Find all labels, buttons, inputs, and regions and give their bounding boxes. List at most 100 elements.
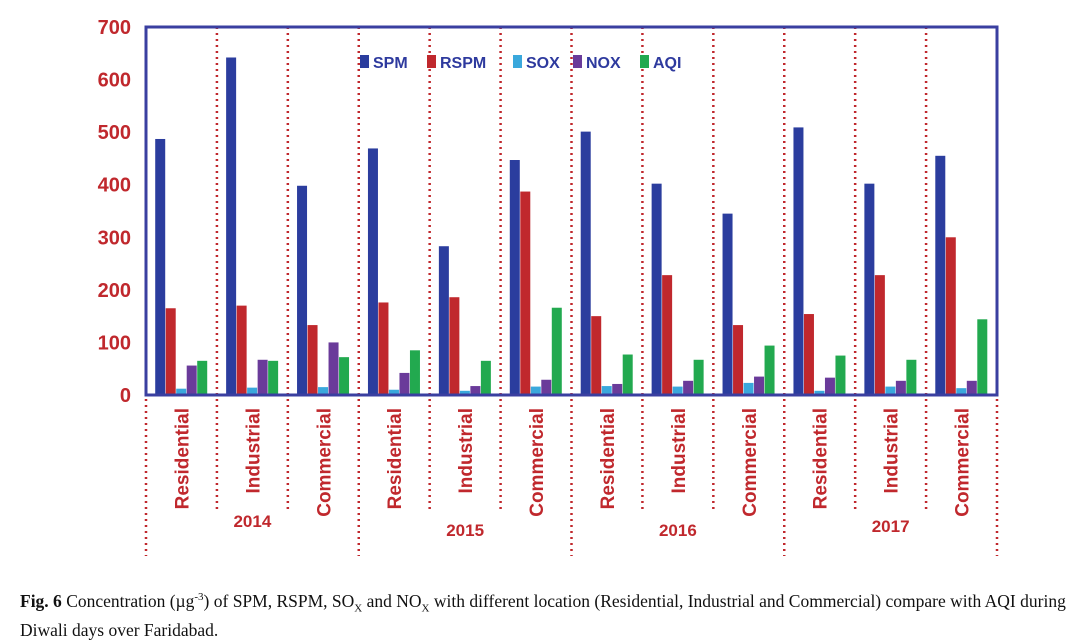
bar-rspm xyxy=(662,275,673,395)
legend-label-rspm: RSPM xyxy=(440,55,486,72)
year-label: 2014 xyxy=(233,512,271,531)
bar-nox xyxy=(541,379,552,395)
bar-sox xyxy=(672,386,683,395)
legend-swatch-spm xyxy=(360,55,369,68)
bar-nox xyxy=(824,377,835,395)
bar-nox xyxy=(683,380,694,395)
bar-aqi xyxy=(339,357,350,395)
bar-rspm xyxy=(307,325,318,395)
bar-rspm xyxy=(449,297,460,395)
bar-aqi xyxy=(906,359,917,395)
year-label: 2016 xyxy=(659,521,697,540)
bar-spm xyxy=(580,131,591,396)
x-tick-label: Commercial xyxy=(314,408,335,517)
legend-swatch-sox xyxy=(513,55,522,68)
legend: SPM RSPM SOX NOX AQI xyxy=(360,55,681,72)
bar-sox xyxy=(956,388,967,395)
x-tick-label: Industrial xyxy=(456,408,477,494)
bar-spm xyxy=(935,155,946,395)
legend-swatch-nox xyxy=(573,55,582,68)
bar-sox xyxy=(743,382,754,395)
bar-rspm xyxy=(378,302,389,395)
legend-label-spm: SPM xyxy=(373,55,408,72)
bar-spm xyxy=(367,148,378,395)
x-tick-label: Industrial xyxy=(669,408,690,494)
x-tick-label: Residential xyxy=(811,408,832,509)
year-label: 2017 xyxy=(872,517,910,536)
y-tick-label: 600 xyxy=(98,70,131,92)
x-tick-label: Residential xyxy=(172,408,193,509)
bar-sox xyxy=(885,386,896,395)
bar-nox xyxy=(186,365,197,395)
figure-caption: Fig. 6 Concentration (µg-3) of SPM, RSPM… xyxy=(20,586,1080,641)
bar-sox xyxy=(388,389,399,395)
bar-nox xyxy=(966,380,977,395)
year-label: 2015 xyxy=(446,521,484,540)
caption-label: Fig. 6 xyxy=(20,590,62,611)
bar-nox xyxy=(470,386,481,395)
bar-rspm xyxy=(165,308,176,395)
caption-sub1: X xyxy=(354,602,363,615)
y-tick-label: 300 xyxy=(98,227,131,249)
legend-label-sox: SOX xyxy=(526,55,560,72)
bar-sox xyxy=(318,387,329,395)
bar-spm xyxy=(297,185,308,395)
legend-label-aqi: AQI xyxy=(653,55,681,72)
caption-sub2: X xyxy=(421,602,430,615)
bar-sox xyxy=(530,386,541,395)
legend-label-nox: NOX xyxy=(586,55,621,72)
y-tick-label: 100 xyxy=(98,332,131,354)
bar-sox xyxy=(459,390,470,395)
bar-aqi xyxy=(622,354,633,395)
bar-nox xyxy=(257,359,268,395)
bar-rspm xyxy=(874,275,885,395)
bar-spm xyxy=(864,183,875,395)
bar-sox xyxy=(601,386,612,395)
bar-rspm xyxy=(803,314,814,395)
bar-spm xyxy=(226,57,237,396)
bar-aqi xyxy=(693,359,704,395)
y-tick-label: 400 xyxy=(98,175,131,197)
bar-nox xyxy=(612,383,623,395)
bar-sox xyxy=(176,388,187,395)
bar-aqi xyxy=(551,307,562,395)
y-tick-label: 700 xyxy=(98,17,131,39)
legend-swatch-aqi xyxy=(640,55,649,68)
bar-nox xyxy=(895,380,906,395)
bar-spm xyxy=(793,127,804,395)
bar-aqi xyxy=(409,350,420,395)
bar-nox xyxy=(754,376,765,395)
caption-text-d: with different location (Residential, In… xyxy=(20,590,1066,641)
bar-aqi xyxy=(480,360,491,395)
x-tick-label: Commercial xyxy=(740,408,761,517)
x-tick-label: Residential xyxy=(385,408,406,509)
bar-aqi xyxy=(835,355,846,395)
bar-rspm xyxy=(591,316,602,395)
legend-swatch-rspm xyxy=(427,55,436,68)
x-tick-label: Industrial xyxy=(243,408,264,494)
bar-sox xyxy=(814,390,825,395)
bar-spm xyxy=(722,213,733,395)
bar-rspm xyxy=(520,191,531,395)
x-tick-label: Commercial xyxy=(953,408,974,517)
bar-rspm xyxy=(945,237,956,395)
bar-spm xyxy=(651,183,662,395)
bar-aqi xyxy=(268,360,279,395)
x-tick-label: Commercial xyxy=(527,408,548,517)
plot-frame xyxy=(144,25,999,397)
bar-sox xyxy=(247,387,258,395)
bar-aqi xyxy=(197,360,208,395)
y-tick-label: 200 xyxy=(98,280,131,302)
bar-aqi xyxy=(764,345,775,395)
bar-nox xyxy=(328,342,339,395)
chart: 0 100 200 300 400 500 600 700 Residential Industr… xyxy=(98,17,999,556)
caption-text-b: ) of SPM, RSPM, SO xyxy=(203,590,355,611)
bar-nox xyxy=(399,372,410,395)
bar-spm xyxy=(509,160,520,395)
caption-text-c: and NO xyxy=(362,590,422,611)
bar-spm xyxy=(438,246,449,395)
caption-text-a: Concentration (µg xyxy=(66,590,195,611)
caption-sup: -3 xyxy=(194,591,204,603)
y-tick-label: 500 xyxy=(98,122,131,144)
bar-aqi xyxy=(977,319,988,395)
